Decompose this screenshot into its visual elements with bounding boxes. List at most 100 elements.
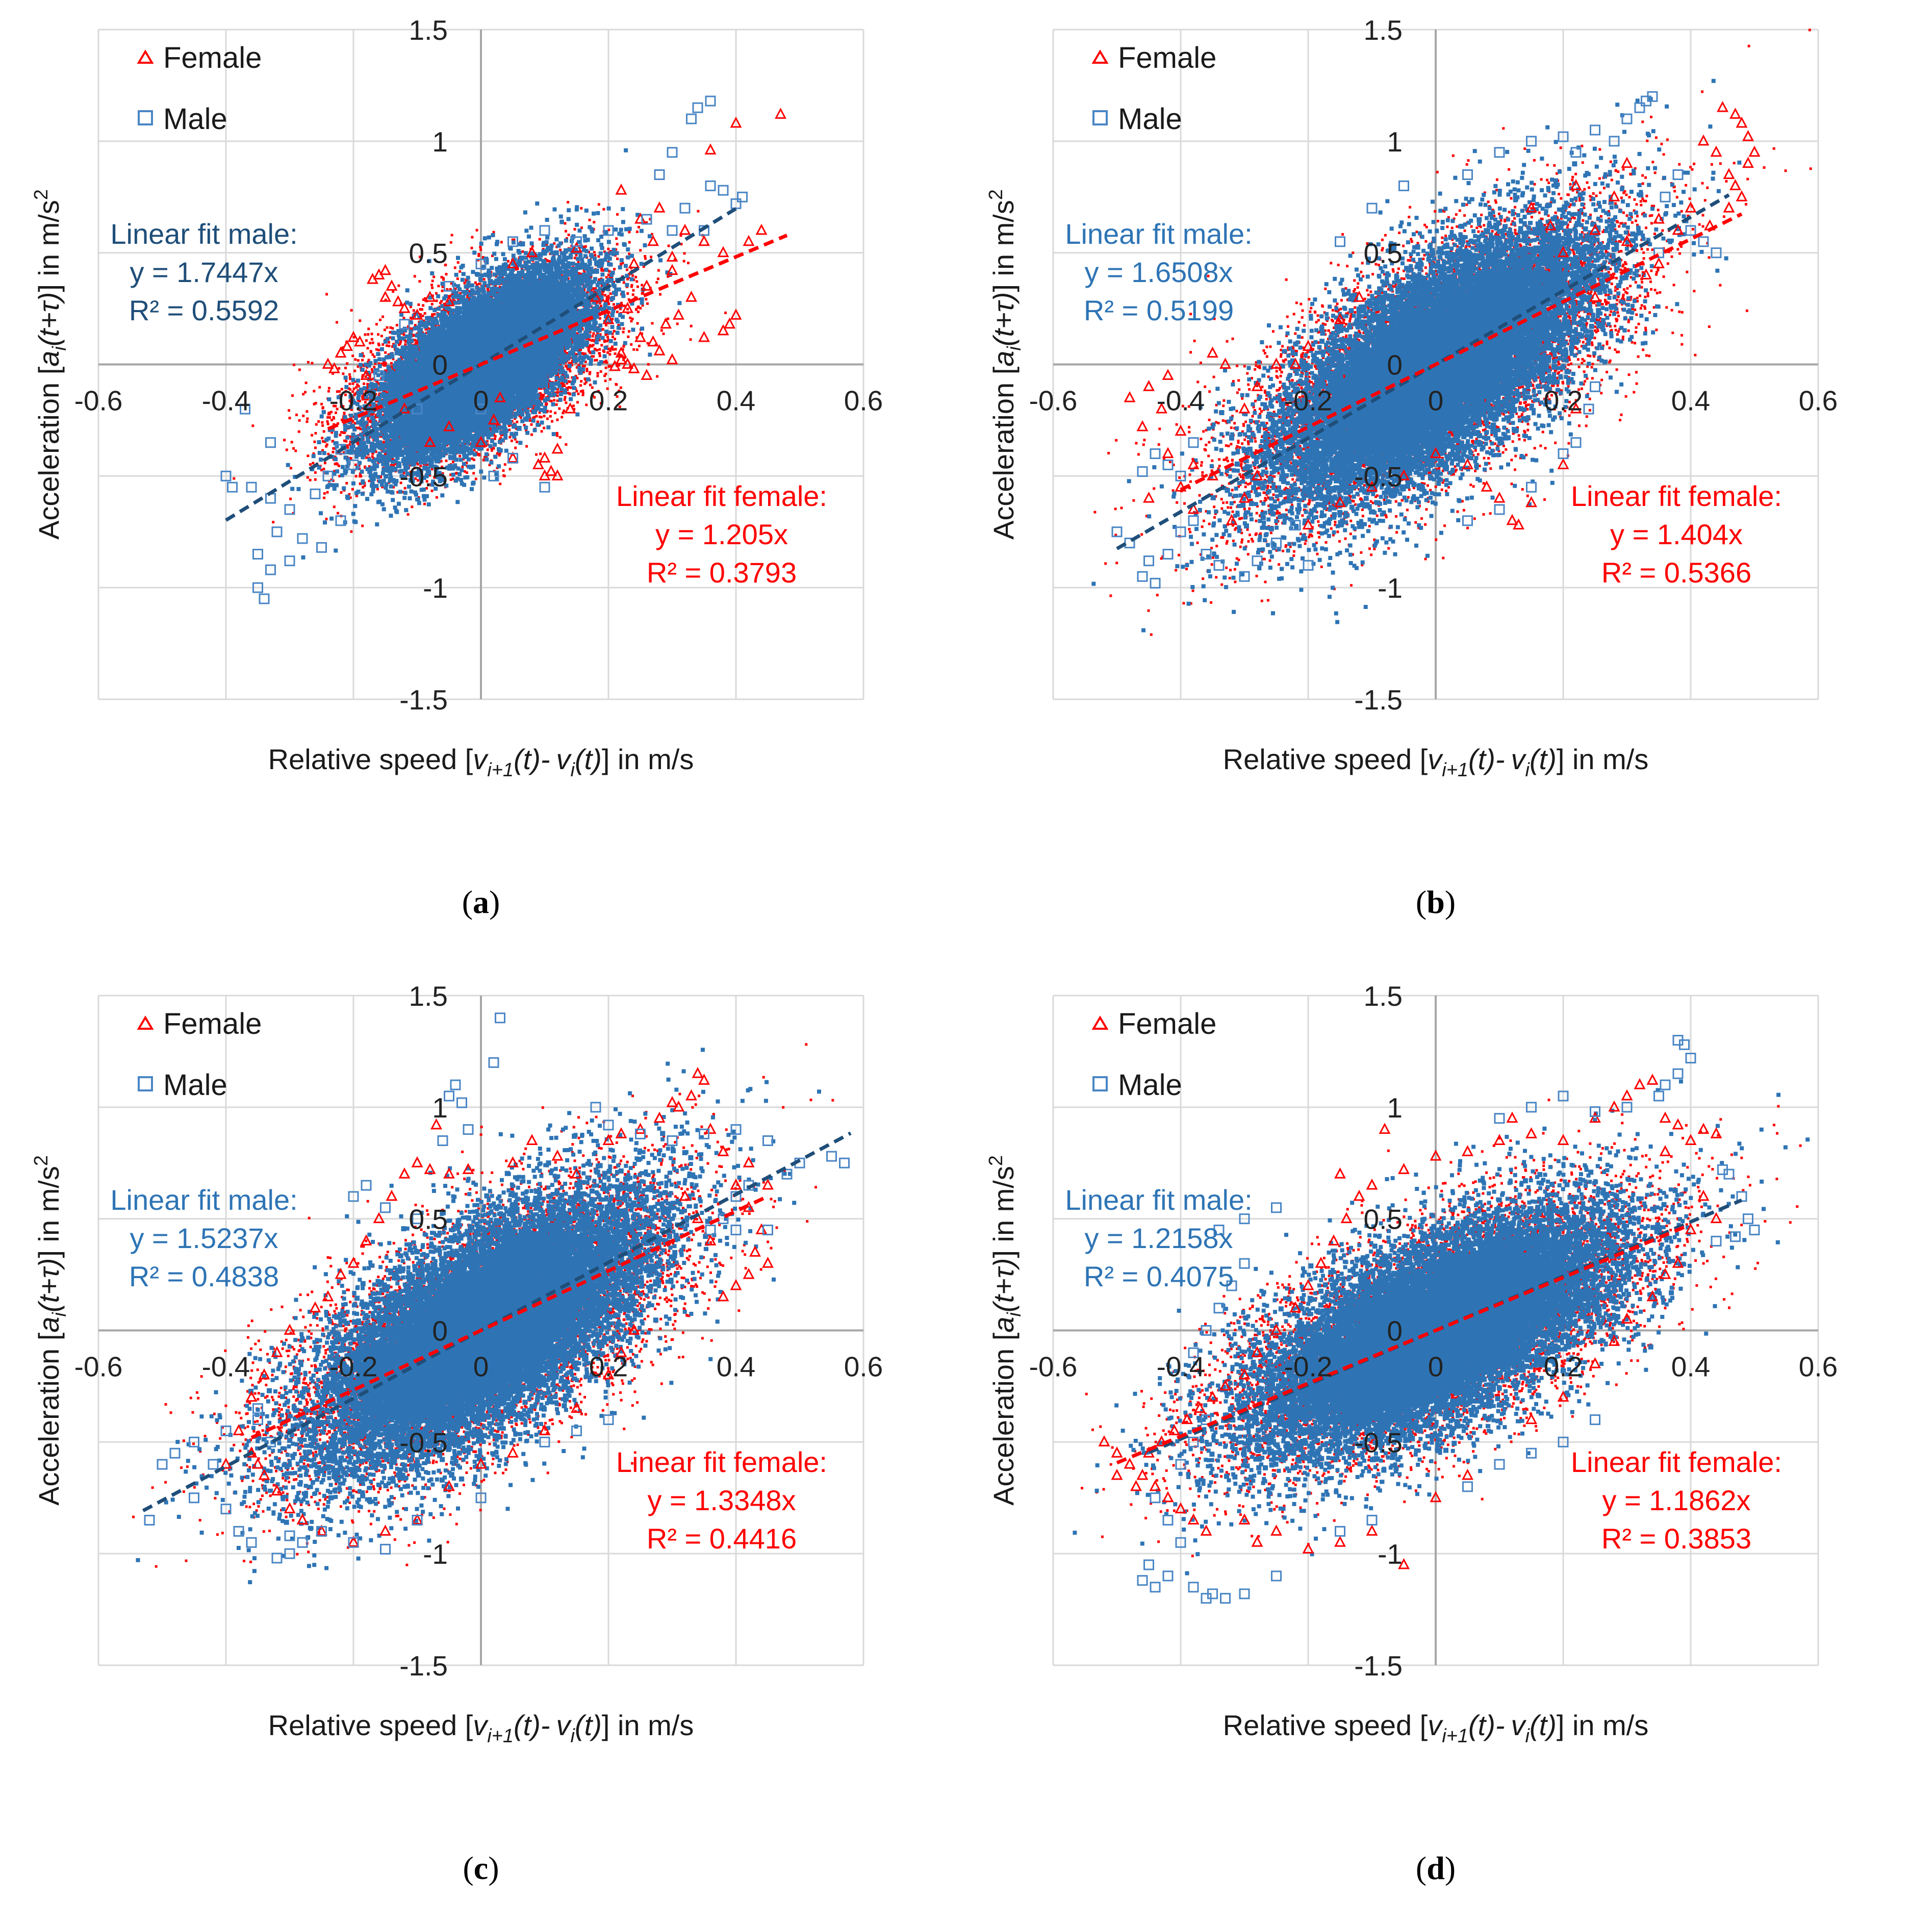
male-point (444, 1090, 454, 1102)
triangle-icon (137, 1015, 154, 1030)
scatter-cloud (248, 1131, 710, 1525)
female-point (360, 369, 372, 380)
label-span: 0 (473, 385, 489, 417)
female-point (1729, 179, 1741, 190)
label-span: 1 (1387, 1092, 1403, 1124)
male-point (246, 1537, 257, 1548)
triangle-icon (137, 49, 154, 64)
female-point (1742, 157, 1754, 168)
label-span: 0.6 (1799, 385, 1838, 417)
female-point (602, 1368, 615, 1380)
male-point (571, 236, 582, 247)
female-point (1589, 1357, 1601, 1368)
female-point (1557, 1390, 1569, 1402)
male-point (667, 1135, 678, 1146)
male-point (463, 1124, 474, 1135)
male-point (348, 1537, 359, 1548)
female-point (1646, 1074, 1659, 1085)
male-point (252, 582, 263, 593)
female-point (1659, 1111, 1671, 1123)
female-point (1289, 1301, 1302, 1313)
female-point (1270, 1524, 1282, 1536)
female-point (1302, 518, 1314, 530)
legend-male: Male (1118, 1069, 1182, 1102)
triangle-icon (1091, 49, 1109, 64)
label-span: i (571, 759, 576, 781)
label-span: 2 (31, 1155, 52, 1166)
female-point (1226, 514, 1238, 525)
female-point (1659, 1267, 1671, 1279)
label-span: i+1 (1442, 759, 1468, 781)
female-point (1748, 145, 1761, 157)
male-point (412, 403, 423, 415)
female-point (1544, 219, 1557, 231)
male-point (144, 1515, 155, 1526)
label-span: ] in m/s (33, 1166, 65, 1258)
female-point (360, 1234, 372, 1245)
label-span: -1.5 (1354, 684, 1403, 716)
scatter-chart-c: -0.6 -0.4 -0.2 0 0.2 0.4 0.6 -1.5 -1 -0.5 0 0.5 1 1.5… (31, 980, 883, 1886)
label-span: -0.6 (1029, 385, 1078, 417)
female-point (1270, 358, 1282, 369)
female-point (1506, 1111, 1518, 1123)
label-span: y = 1.205x (655, 518, 788, 550)
female-point (698, 331, 710, 342)
label-span: Linear fit male: (110, 1184, 297, 1216)
female-point (1621, 1089, 1633, 1101)
male-point (1213, 1303, 1225, 1314)
female-point (392, 295, 404, 307)
female-point (1646, 1290, 1659, 1302)
male-fit-title: Linear fit male: (1065, 218, 1252, 250)
male-point (246, 481, 257, 493)
label-span: a (987, 1317, 1020, 1333)
male-point (1143, 1559, 1154, 1570)
female-point (258, 1368, 270, 1380)
female-point (1621, 1312, 1633, 1324)
label-span: R² = 0.3853 (1601, 1522, 1751, 1555)
label-span: Relative speed [ (268, 743, 473, 775)
female-point (1608, 1100, 1620, 1112)
female-point (488, 413, 500, 425)
chart-panel-c: -0.6 -0.4 -0.2 0 0.2 0.4 0.6 -1.5 -1 -0.5 0 0.5 1 1.5… (0, 966, 955, 1932)
label-span: y = 1.3348x (647, 1484, 796, 1516)
male-point (654, 169, 665, 180)
y-axis-label: Acceleration [ai(t+τ)] in m/s2 (31, 189, 70, 540)
male-fit-equation: y = 1.2158x (1084, 1222, 1233, 1254)
male-fit-equation: y = 1.7447x (130, 256, 278, 288)
female-point (641, 369, 653, 380)
y-axis-label: Acceleration [ai(t+τ)] in m/s2 (985, 1155, 1025, 1506)
x-tick-label: 0.2 (589, 1351, 628, 1383)
female-point (564, 402, 576, 414)
male-point (507, 236, 518, 247)
female-point (1506, 514, 1518, 525)
female-point (233, 1424, 245, 1435)
female-fit-r2: R² = 0.3853 (1601, 1522, 1751, 1555)
male-point (539, 481, 550, 493)
female-point (1570, 179, 1582, 190)
male-point (1730, 1231, 1741, 1242)
male-point (495, 1012, 505, 1024)
female-point (653, 201, 666, 213)
female-point (1589, 290, 1601, 302)
x-axis-label: Relative speed [vi+1(t)- vi(t)] in m/s (268, 743, 694, 781)
x-tick-label: 0.2 (1544, 1351, 1583, 1383)
x-tick-label: -0.2 (1284, 385, 1333, 417)
male-point (1252, 555, 1263, 567)
male-point (1271, 1202, 1282, 1213)
male-point (1494, 147, 1505, 158)
male-point (361, 1180, 372, 1191)
male-point (310, 488, 321, 499)
label-span: y = 1.404x (1610, 518, 1743, 550)
male-point (456, 1097, 467, 1108)
label-span: 0.4 (1671, 1351, 1710, 1383)
female-point (1251, 380, 1263, 391)
x-tick-label: 0.6 (844, 385, 883, 417)
female-fit-line (1116, 1223, 1692, 1465)
male-point (373, 370, 385, 381)
female-point (615, 183, 627, 195)
male-point (1201, 1414, 1212, 1426)
male-point (603, 1414, 614, 1426)
female-point (1124, 1457, 1136, 1469)
male-point (297, 533, 308, 544)
label-span: R² = 0.4416 (647, 1522, 797, 1555)
